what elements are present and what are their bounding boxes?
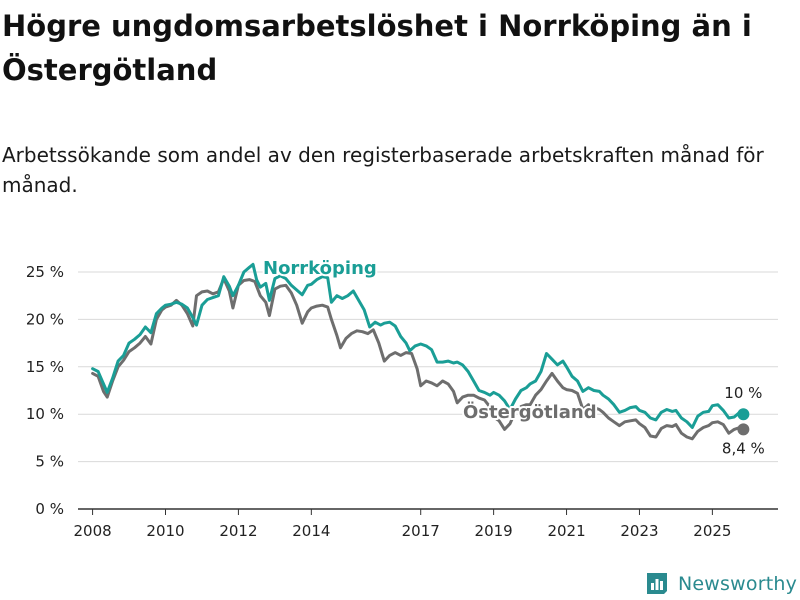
x-tick-label: 2017 [402, 522, 440, 540]
x-tick-label: 2010 [146, 522, 184, 540]
series-label-ostergotland: Östergötland [463, 401, 597, 423]
series-label-norrkoping: Norrköping [263, 258, 377, 279]
brand-name: Newsworthy [678, 573, 798, 595]
end-label-norrkoping: 10 % [724, 384, 762, 402]
y-tick-label: 25 % [26, 263, 64, 281]
y-tick-label: 20 % [26, 310, 64, 328]
y-tick-label: 15 % [26, 358, 64, 376]
series-line-norrkoping [91, 262, 745, 429]
y-tick-label: 0 % [35, 500, 64, 518]
x-tick-label: 2012 [219, 522, 257, 540]
chart-subtitle: Arbetssökande som andel av den registerb… [2, 143, 764, 197]
x-tick-label: 2008 [73, 522, 111, 540]
y-tick-label: 5 % [35, 453, 64, 471]
x-tick-label: 2019 [475, 522, 513, 540]
series-line-ostergotland [91, 277, 745, 441]
page-title: Högre ungdomsarbetslöshet i Norrköping ä… [2, 9, 752, 87]
end-point-norrkoping [737, 408, 750, 421]
bar-chart-logo-icon [647, 573, 667, 594]
y-tick-label: 10 % [26, 405, 64, 423]
x-tick-label: 2025 [693, 522, 731, 540]
end-label-ostergotland: 8,4 % [722, 439, 765, 457]
x-tick-label: 2023 [620, 522, 658, 540]
x-tick-label: 2021 [547, 522, 585, 540]
brand-logo[interactable]: Newsworthy [644, 569, 797, 599]
end-point-ostergotland [737, 423, 750, 436]
line-chart: 0 % 5 % 10 % 15 % 20 % 25 % 2008 2010 2012 2014 20… [26, 256, 778, 540]
x-tick-label: 2014 [292, 522, 330, 540]
